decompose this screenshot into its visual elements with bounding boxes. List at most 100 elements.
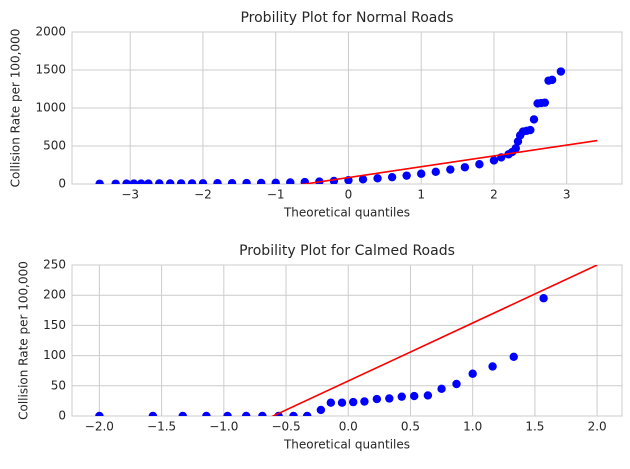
point — [129, 179, 139, 184]
point — [529, 115, 539, 124]
y-tick-label: 500 — [43, 139, 66, 153]
x-tick-label: −0.5 — [271, 420, 300, 434]
point — [300, 177, 310, 184]
point — [417, 169, 426, 178]
point — [446, 165, 455, 174]
x-tick-label: 0.0 — [339, 420, 358, 434]
point — [148, 411, 158, 416]
axes-frame — [71, 264, 623, 417]
y-tick-label: 150 — [43, 318, 66, 332]
point — [213, 179, 222, 184]
point — [452, 379, 461, 389]
y-tick-label: 0 — [58, 177, 66, 191]
point — [423, 391, 433, 400]
subplot: 0 50 100 150 200 250 −2.0 −1.5 −1.0 −0.5 0.0 0.5 1.0… — [17, 243, 623, 452]
fit-line — [299, 139, 598, 184]
x-tick-label: −3 — [121, 188, 139, 202]
x-tick-label: 2.0 — [588, 420, 607, 434]
point — [176, 179, 186, 184]
x-tick-label: 0.5 — [401, 420, 420, 434]
point — [178, 411, 187, 416]
plot-area — [95, 265, 598, 416]
point — [547, 75, 557, 85]
point — [155, 179, 164, 184]
x-tick-label: 0 — [345, 188, 353, 202]
point — [256, 178, 266, 184]
y-tick-label: 0 — [58, 409, 66, 423]
point — [202, 411, 211, 416]
point — [329, 176, 339, 184]
x-tick-label: −2.0 — [85, 420, 114, 434]
x-tick-label: −2 — [194, 188, 212, 202]
point — [556, 67, 566, 76]
point — [540, 98, 550, 107]
point — [337, 398, 347, 407]
point — [144, 179, 153, 184]
point — [385, 394, 394, 403]
point — [488, 362, 497, 371]
point — [111, 179, 120, 184]
point — [122, 179, 131, 184]
point — [468, 369, 477, 378]
point — [509, 352, 518, 362]
point — [223, 411, 232, 416]
point — [373, 174, 382, 183]
y-axis-label: Collision Rate per 100,000 — [17, 261, 31, 420]
y-tick-label: 1500 — [35, 63, 66, 77]
x-tick-label: −1.0 — [209, 420, 238, 434]
point — [360, 397, 369, 406]
point — [302, 411, 312, 416]
point — [242, 411, 251, 416]
point — [431, 167, 440, 177]
y-tick-label: 250 — [43, 258, 66, 272]
x-tick-label: −1 — [267, 188, 285, 202]
point — [258, 411, 267, 416]
point — [136, 179, 146, 184]
y-tick-label: 100 — [43, 348, 66, 362]
x-tick-label: 2 — [490, 188, 498, 202]
point — [286, 178, 295, 184]
x-axis-label: Theoretical quantiles — [283, 206, 410, 220]
point — [227, 178, 237, 184]
point — [460, 163, 470, 172]
point — [198, 179, 208, 184]
y-tick-label: 200 — [43, 288, 66, 302]
point — [316, 405, 326, 415]
x-axis-label: Theoretical quantiles — [283, 438, 410, 452]
point — [242, 178, 251, 184]
fit-line — [271, 265, 598, 416]
point — [511, 144, 520, 153]
chart-title: Probility Plot for Normal Roads — [240, 10, 453, 26]
point — [271, 178, 280, 184]
point — [95, 411, 104, 416]
y-axis-label: Collision Rate per 100,000 — [9, 29, 23, 188]
point — [526, 125, 535, 135]
point — [397, 392, 406, 401]
x-tick-label: 1 — [417, 188, 425, 202]
point — [402, 171, 411, 180]
x-tick-label: −1.5 — [147, 420, 176, 434]
y-tick-label: 1000 — [35, 101, 66, 115]
point — [326, 398, 336, 407]
point — [489, 156, 499, 165]
point — [409, 391, 419, 401]
point — [187, 179, 197, 184]
y-tick-label: 50 — [51, 378, 66, 392]
point — [95, 179, 104, 184]
point — [349, 397, 358, 407]
subplot: 0 500 1000 1500 2000 −3 −2 −1 0 1 2 3 Probility Plot… — [9, 10, 623, 220]
point — [358, 175, 368, 184]
x-tick-label: 1.0 — [463, 420, 482, 434]
point — [372, 394, 382, 404]
plot-area — [95, 67, 598, 184]
point — [437, 384, 446, 394]
x-tick-label: 3 — [563, 188, 571, 202]
point — [387, 172, 397, 182]
point — [475, 160, 484, 169]
y-tick-label: 2000 — [35, 25, 66, 39]
point — [539, 294, 548, 303]
chart-title: Probility Plot for Calmed Roads — [239, 243, 455, 259]
point — [166, 179, 175, 184]
x-tick-label: 1.5 — [525, 420, 544, 434]
